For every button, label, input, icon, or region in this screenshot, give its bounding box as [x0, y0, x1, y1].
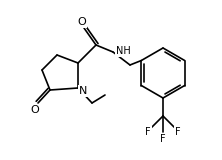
- Text: F: F: [160, 134, 166, 144]
- Text: F: F: [175, 127, 181, 137]
- Text: NH: NH: [116, 46, 131, 56]
- Text: N: N: [79, 86, 87, 96]
- Text: F: F: [145, 127, 151, 137]
- Text: O: O: [31, 105, 39, 115]
- Text: O: O: [78, 17, 86, 27]
